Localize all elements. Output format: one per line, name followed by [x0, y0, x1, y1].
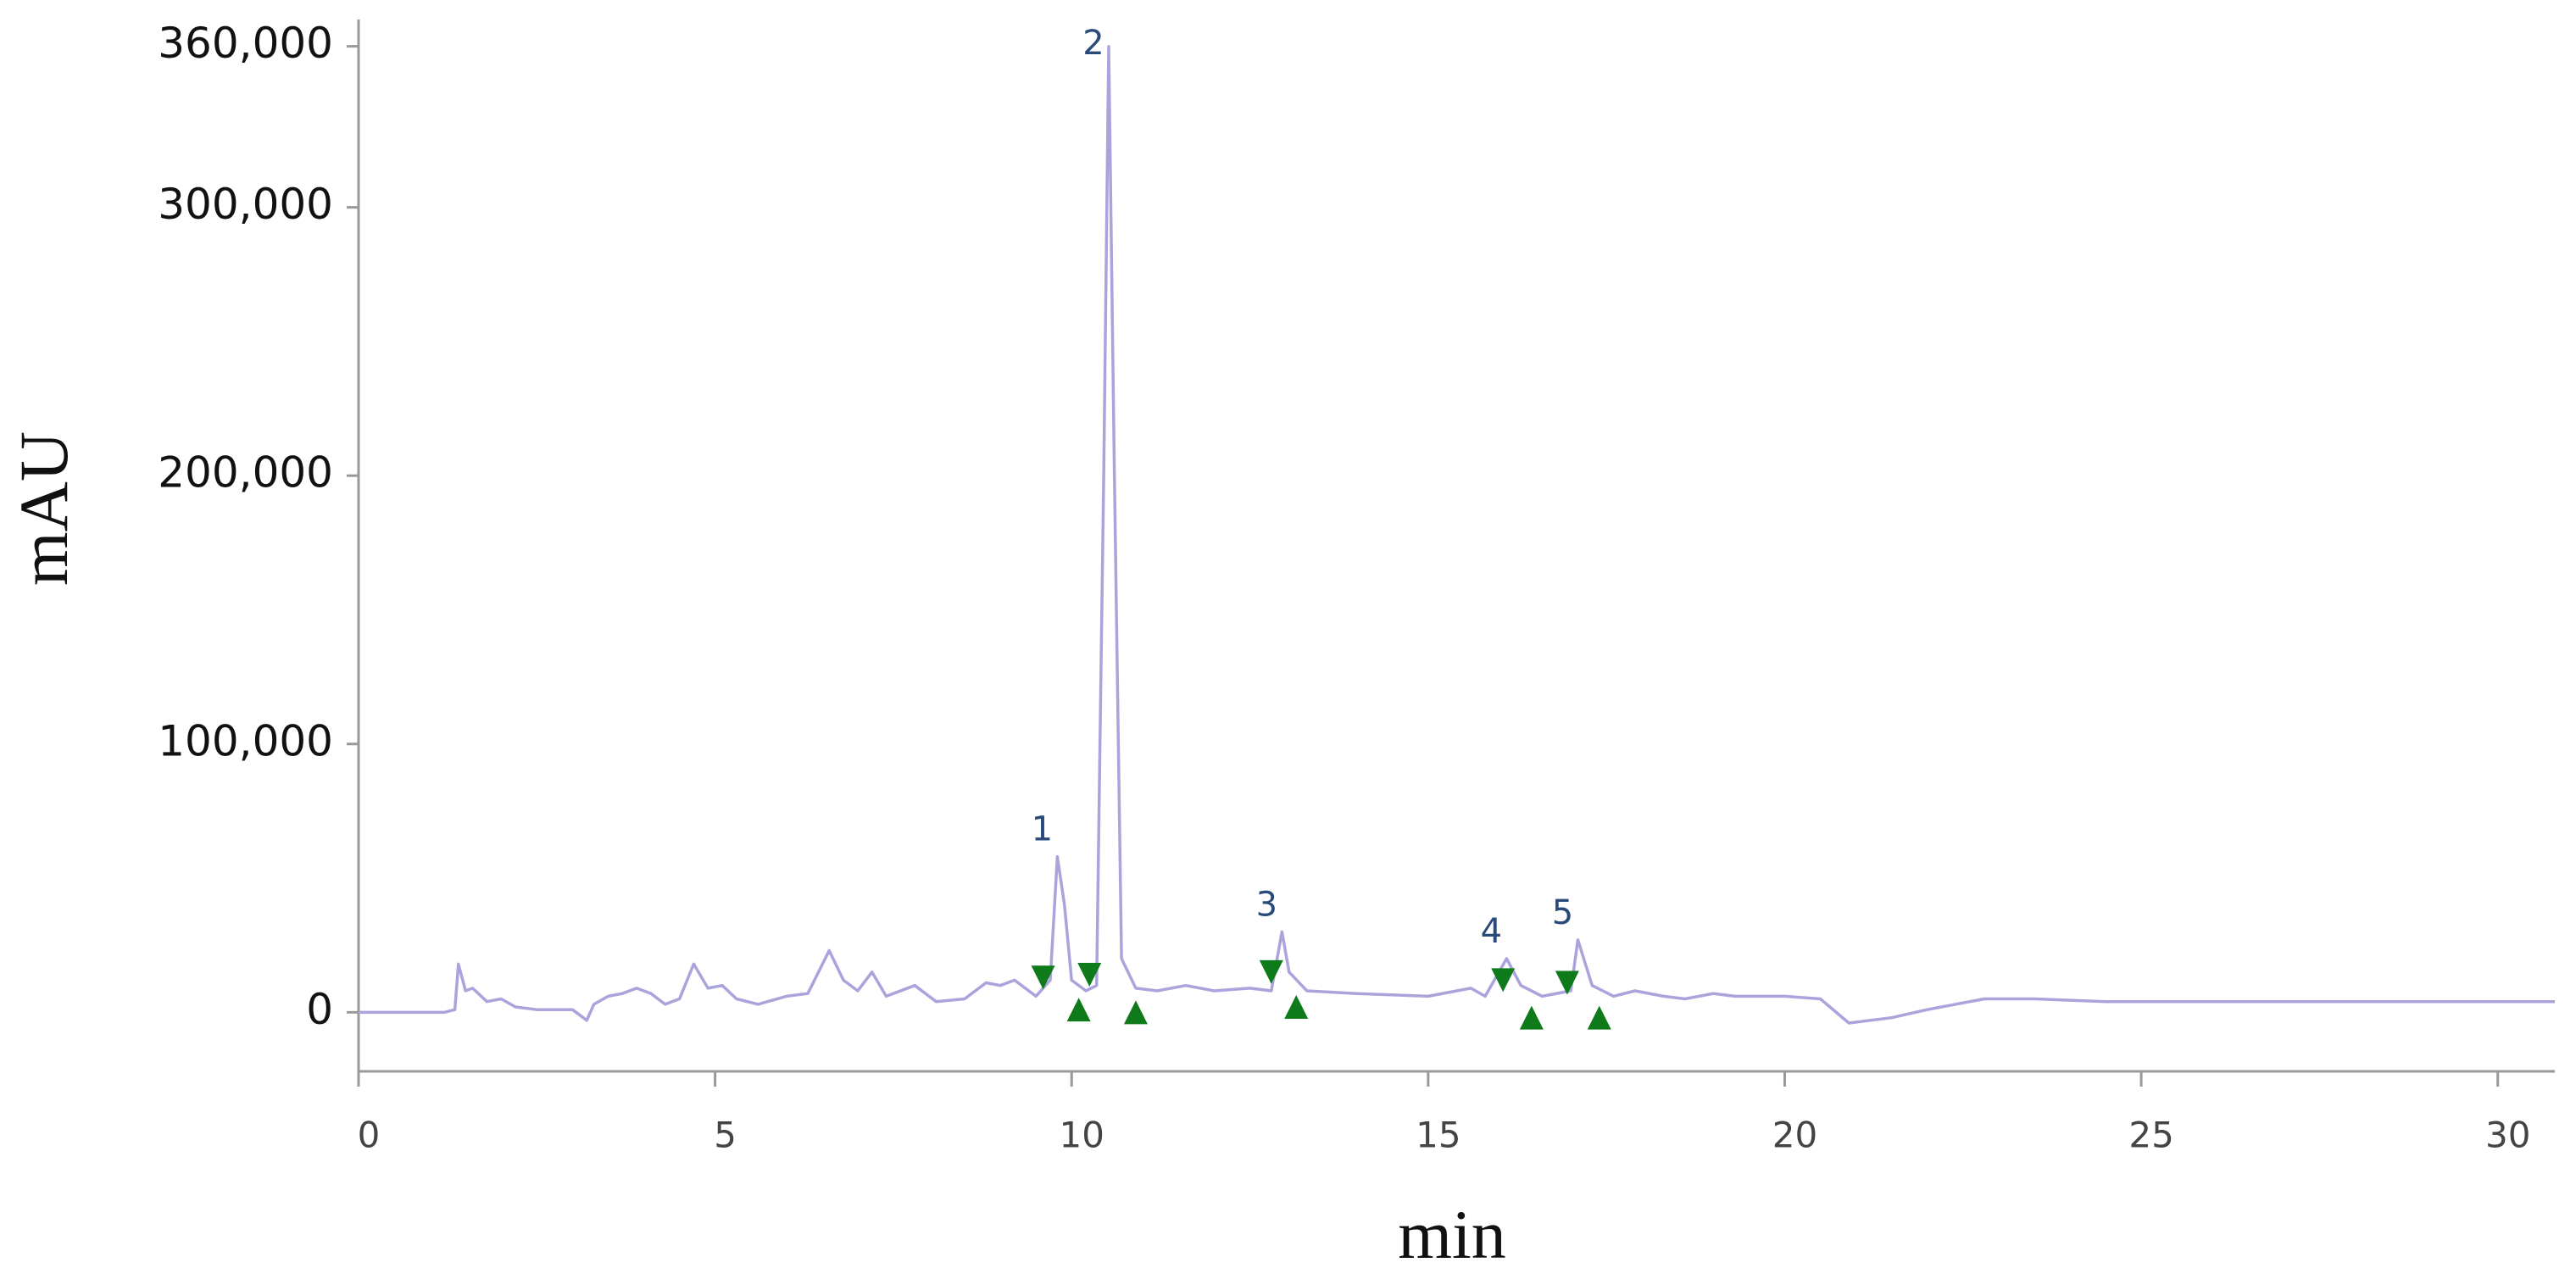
x-tick-label: 0 — [358, 1115, 381, 1156]
peak-end-marker — [1066, 998, 1091, 1022]
peak-end-marker — [1123, 1000, 1148, 1025]
x-tick-label: 20 — [1772, 1115, 1817, 1156]
peak-label: 1 — [1032, 810, 1053, 849]
x-tick-label: 5 — [714, 1115, 737, 1156]
x-tick-label: 15 — [1416, 1115, 1460, 1156]
peak-end-marker — [1519, 1005, 1544, 1030]
x-tick-label: 10 — [1060, 1115, 1104, 1156]
peak-start-marker — [1077, 963, 1102, 987]
peak-end-marker — [1284, 995, 1309, 1020]
peak-start-marker — [1031, 965, 1055, 990]
y-tick-label: 0 — [306, 985, 333, 1034]
peak-label: 5 — [1552, 893, 1573, 932]
peak-start-marker — [1491, 968, 1516, 993]
x-axis-title: min — [1398, 1196, 1506, 1273]
y-tick-label: 200,000 — [158, 448, 333, 498]
y-axis-title: mAU — [5, 431, 82, 586]
y-tick-label: 360,000 — [158, 19, 333, 68]
peak-label: 3 — [1256, 885, 1277, 924]
x-tick-label: 30 — [2485, 1115, 2530, 1156]
peak-end-marker — [1587, 1005, 1611, 1030]
y-tick-label: 300,000 — [158, 180, 333, 229]
peak-start-marker — [1555, 970, 1579, 995]
peak-label: 4 — [1481, 912, 1502, 951]
x-tick-label: 25 — [2128, 1115, 2173, 1156]
trace-line — [359, 44, 2555, 1025]
y-tick-label: 100,000 — [158, 716, 333, 765]
peak-start-marker — [1259, 959, 1283, 984]
peak-label: 2 — [1082, 24, 1104, 63]
